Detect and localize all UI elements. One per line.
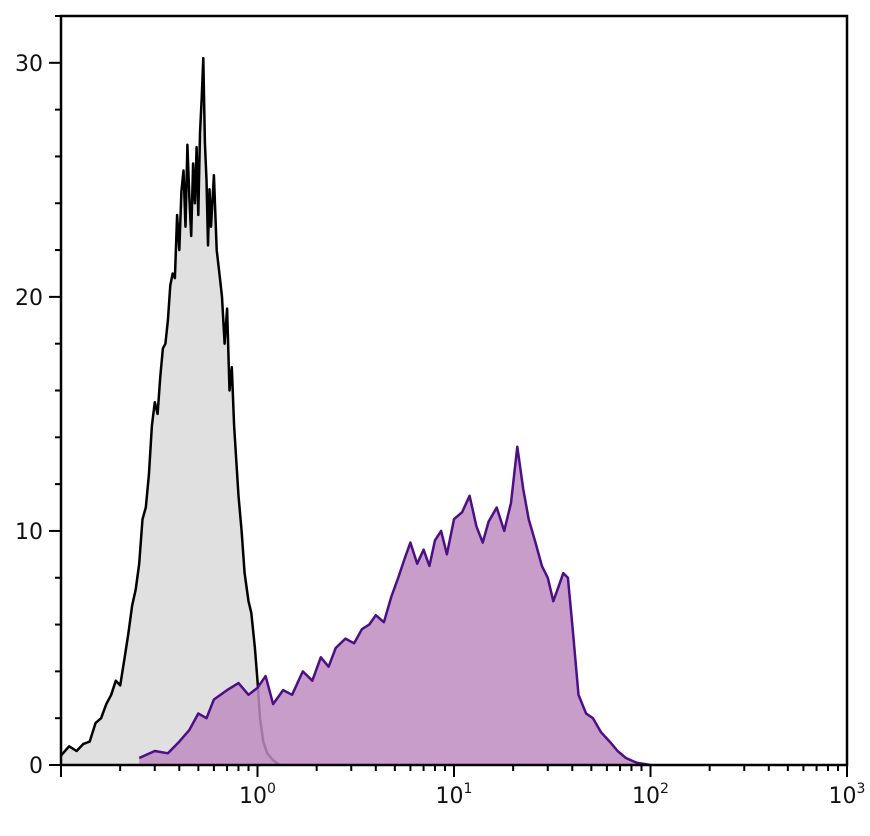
x-axis: 100 101 102 103 — [60, 765, 866, 809]
x-tick-label: 103 — [829, 781, 866, 809]
x-tick-label: 100 — [239, 781, 276, 809]
y-tick-label: 20 — [15, 286, 43, 311]
series-1-line — [60, 56, 281, 767]
y-tick-label: 30 — [15, 52, 43, 77]
series-layer — [60, 56, 651, 767]
series-2-line — [138, 445, 651, 767]
y-tick-label: 10 — [15, 520, 43, 545]
series-1-area — [61, 58, 280, 766]
x-tick-label: 102 — [632, 781, 669, 809]
y-axis: 0 10 20 30 — [15, 15, 61, 779]
x-tick-label: 101 — [436, 781, 473, 809]
y-tick-label: 0 — [29, 754, 43, 779]
